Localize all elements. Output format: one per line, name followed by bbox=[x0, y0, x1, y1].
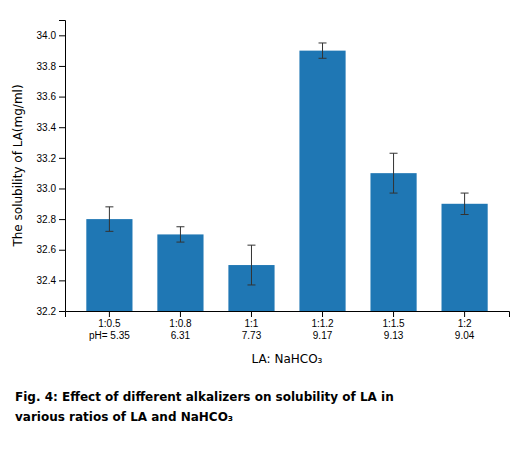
x-tick-label: 1:1.29.17 bbox=[311, 318, 334, 341]
y-axis-title: The solubility of LA(mg/ml) bbox=[11, 84, 25, 247]
x-tick-mark bbox=[251, 311, 252, 317]
error-bar-cap-bottom bbox=[176, 242, 184, 243]
error-bar bbox=[176, 227, 184, 242]
y-axis-line bbox=[59, 21, 66, 312]
x-tick-label: 1:0.86.31 bbox=[169, 318, 192, 341]
y-tick-label: 33.8 bbox=[37, 61, 57, 72]
x-tick-mark bbox=[322, 311, 323, 317]
y-tick-label: 33.2 bbox=[37, 153, 57, 164]
y-tick-mark bbox=[59, 127, 65, 128]
x-tick-label-line: 1:1 bbox=[245, 318, 259, 329]
plot-area bbox=[86, 43, 487, 311]
x-tick-mark bbox=[180, 311, 181, 317]
error-bar-stem bbox=[464, 193, 465, 214]
x-tick-label-line: 1:1.5 bbox=[382, 318, 405, 329]
y-tick-mark bbox=[59, 158, 65, 159]
error-bar-cap-top bbox=[176, 226, 184, 227]
error-bar-stem bbox=[109, 207, 110, 232]
bar bbox=[86, 219, 132, 311]
y-tick-mark bbox=[59, 66, 65, 67]
error-bar-cap-top bbox=[105, 206, 113, 207]
chart: 32.2 32.4 32.6 32.8 33.0 33.2 33.4 33.6 33.8 34.0… bbox=[0, 0, 529, 461]
error-bar-stem bbox=[251, 245, 252, 285]
x-tick-label-line: 9.04 bbox=[455, 330, 475, 341]
error-bar-cap-bottom bbox=[105, 231, 113, 232]
error-bar bbox=[390, 153, 398, 193]
x-tick-label-line: 9.13 bbox=[384, 330, 404, 341]
y-tick-label: 32.4 bbox=[37, 275, 57, 286]
x-tick: 1:29.04 bbox=[455, 311, 475, 341]
y-tick: 32.8 bbox=[37, 214, 65, 225]
x-axis-title: LA: NaHCO₃ bbox=[252, 352, 323, 366]
y-tick: 32.6 bbox=[37, 244, 65, 255]
error-bar-cap-top bbox=[461, 193, 469, 194]
error-bar-stem bbox=[322, 43, 323, 58]
y-tick: 33.4 bbox=[37, 122, 65, 133]
y-tick-mark bbox=[59, 219, 65, 220]
x-tick-mark bbox=[109, 311, 110, 317]
y-tick-label: 33.6 bbox=[37, 91, 57, 102]
error-bar bbox=[247, 245, 255, 285]
y-tick: 33.6 bbox=[37, 91, 65, 102]
y-tick-mark bbox=[59, 97, 65, 98]
bar bbox=[442, 204, 488, 311]
x-tick-mark bbox=[393, 311, 394, 317]
y-tick: 32.2 bbox=[37, 306, 65, 317]
y-tick: 33.2 bbox=[37, 153, 65, 164]
x-tick-label: 1:17.73 bbox=[242, 318, 262, 341]
y-tick: 33.8 bbox=[37, 61, 65, 72]
x-tick-label-line: 6.31 bbox=[171, 330, 191, 341]
x-tick-label-line: 9.17 bbox=[313, 330, 333, 341]
y-tick-mark bbox=[59, 35, 65, 36]
y-tick: 33.0 bbox=[37, 183, 65, 194]
x-tick: 1:0.5pH= 5.35 bbox=[89, 311, 130, 341]
y-tick-label: 32.8 bbox=[37, 214, 57, 225]
bar bbox=[299, 51, 345, 311]
y-tick: 34.0 bbox=[37, 30, 65, 41]
error-bar bbox=[461, 193, 469, 214]
x-tick-label-line: 1:1.2 bbox=[311, 318, 334, 329]
error-bar-cap-bottom bbox=[319, 58, 327, 59]
y-tick-label: 32.2 bbox=[37, 306, 57, 317]
x-tick-label: 1:1.59.13 bbox=[382, 318, 405, 341]
x-tick-mark bbox=[464, 311, 465, 317]
x-tick-label: 1:0.5pH= 5.35 bbox=[89, 318, 130, 341]
y-tick-label: 33.0 bbox=[37, 183, 57, 194]
y-tick-mark bbox=[59, 311, 65, 312]
x-tick-label-line: 1:0.5 bbox=[98, 318, 121, 329]
error-bar-stem bbox=[393, 153, 394, 193]
y-axis: 32.2 32.4 32.6 32.8 33.0 33.2 33.4 33.6 33.8 34.0 bbox=[37, 21, 66, 317]
error-bar-stem bbox=[180, 227, 181, 242]
x-tick-label-line: 1:0.8 bbox=[169, 318, 192, 329]
x-tick-label: 1:29.04 bbox=[455, 318, 475, 341]
y-tick-mark bbox=[59, 250, 65, 251]
x-tick: 1:1.29.17 bbox=[311, 311, 334, 341]
x-tick-label-line: 7.73 bbox=[242, 330, 262, 341]
x-tick: 1:17.73 bbox=[242, 311, 262, 341]
y-tick: 32.4 bbox=[37, 275, 65, 286]
y-tick-label: 32.6 bbox=[37, 244, 57, 255]
x-tick-label-line: 1:2 bbox=[458, 318, 472, 329]
error-bar-cap-bottom bbox=[461, 214, 469, 215]
x-axis: 1:0.5pH= 5.351:0.86.311:17.731:1.29.171:… bbox=[66, 311, 510, 341]
error-bar-cap-bottom bbox=[390, 193, 398, 194]
error-bar bbox=[319, 43, 327, 58]
error-bar-cap-top bbox=[247, 245, 255, 246]
x-tick: 1:1.59.13 bbox=[382, 311, 405, 341]
error-bar-cap-top bbox=[390, 153, 398, 154]
x-axis-line bbox=[66, 312, 510, 318]
y-tick-label: 34.0 bbox=[37, 30, 57, 41]
caption: various ratios of LA and NaHCO₃ bbox=[15, 410, 233, 424]
error-bar-cap-bottom bbox=[247, 284, 255, 285]
bar bbox=[370, 173, 416, 311]
y-tick-label: 33.4 bbox=[37, 122, 57, 133]
error-bar-cap-top bbox=[319, 42, 327, 43]
y-tick-mark bbox=[59, 280, 65, 281]
y-tick-mark bbox=[59, 188, 65, 189]
caption: Fig. 4: Effect of different alkalizers o… bbox=[15, 390, 394, 404]
error-bar bbox=[105, 207, 113, 232]
bar bbox=[157, 234, 203, 311]
x-tick-label-line: pH= 5.35 bbox=[89, 330, 130, 341]
x-tick: 1:0.86.31 bbox=[169, 311, 192, 341]
